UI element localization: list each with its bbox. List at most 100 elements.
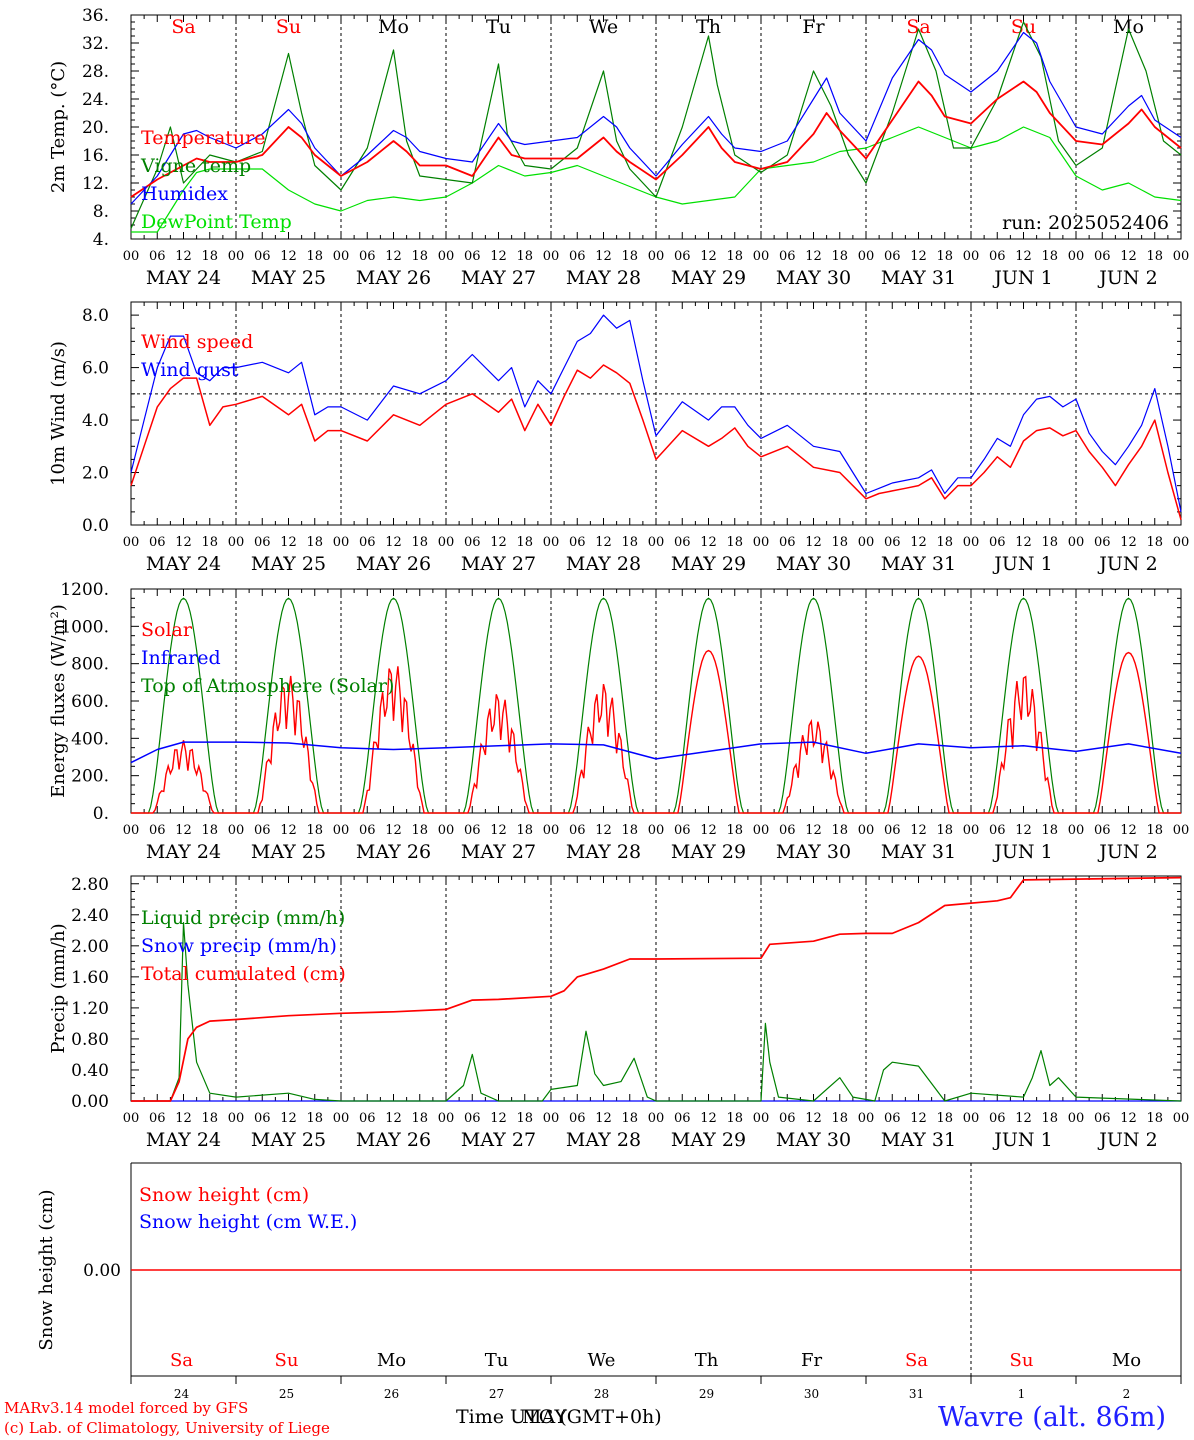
hour-tick-label: 12 [805,249,822,264]
y-tick-label: 8.0 [82,306,109,326]
hour-tick-label: 18 [1041,249,1058,264]
hour-tick-label: 18 [411,535,428,550]
hour-tick-label: 06 [1094,249,1111,264]
hour-tick-label: 00 [1068,249,1085,264]
legend-humidex: Humidex [141,183,228,205]
y-axis-title: Precip (mm/h) [48,923,69,1053]
hour-tick-label: 18 [936,823,953,838]
y-tick-label: 0.80 [71,1030,109,1050]
hour-tick-label: 06 [464,249,481,264]
weekday-label: Sa [905,1350,928,1371]
hour-tick-label: 00 [228,249,245,264]
hour-tick-label: 00 [228,535,245,550]
y-tick-label: 400. [71,729,109,749]
date-label: MAY 28 [566,1129,641,1151]
date-label: JUN 1 [992,553,1052,575]
date-label: JUN 1 [992,841,1052,863]
day-number-label: 24 [174,1387,190,1401]
hour-tick-label: 00 [438,535,455,550]
y-tick-label: 12. [82,174,109,194]
hour-tick-label: 06 [779,823,796,838]
hour-tick-label: 18 [1146,823,1163,838]
hour-tick-label: 00 [438,823,455,838]
hour-tick-label: 06 [674,249,691,264]
hour-tick-label: 06 [464,1111,481,1126]
hour-tick-label: 18 [1041,1111,1058,1126]
hour-tick-label: 06 [149,249,166,264]
hour-tick-label: 12 [1120,1111,1137,1126]
lab-credit: (c) Lab. of Climatology, University of L… [4,1419,330,1437]
hour-tick-label: 06 [359,823,376,838]
model-credit: MARv3.14 model forced by GFS [4,1399,249,1417]
day-number-label: 2 [1123,1387,1131,1401]
hour-tick-label: 00 [1068,1111,1085,1126]
hour-tick-label: 06 [254,1111,271,1126]
hour-tick-label: 12 [1015,249,1032,264]
hour-tick-label: 00 [753,535,770,550]
weekday-label: We [588,1350,616,1371]
x-axis-overlay: MAY [522,1406,567,1428]
hour-tick-label: 06 [359,1111,376,1126]
series-line-temperature [130,80,1182,198]
y-tick-label: 800. [71,655,109,675]
hour-tick-label: 18 [936,249,953,264]
hour-tick-label: 06 [674,1111,691,1126]
hour-tick-label: 18 [516,249,533,264]
date-label: MAY 26 [356,841,431,863]
weekday-label: Mo [377,1350,406,1371]
hour-tick-label: 00 [1173,249,1190,264]
hour-tick-label: 00 [963,249,980,264]
hour-tick-label: 12 [280,823,297,838]
hour-tick-label: 18 [726,249,743,264]
series-line-vigne-temp [130,21,1182,229]
hour-tick-label: 00 [123,535,140,550]
date-label: MAY 26 [356,267,431,289]
date-label: MAY 25 [251,1129,326,1151]
hour-tick-label: 00 [123,1111,140,1126]
hour-tick-label: 12 [805,823,822,838]
hour-tick-label: 06 [254,249,271,264]
y-tick-label: 4. [93,230,109,250]
y-tick-label: 4.0 [82,411,109,431]
date-label: JUN 2 [1097,1129,1157,1151]
hour-tick-label: 18 [936,535,953,550]
legend-infrared: Infrared [141,647,221,669]
date-label: MAY 28 [566,267,641,289]
hour-tick-label: 12 [595,823,612,838]
legend-wind-speed: Wind speed [141,331,253,353]
hour-tick-label: 12 [910,249,927,264]
y-tick-label: 600. [71,692,109,712]
hour-tick-label: 00 [753,249,770,264]
weekday-label: Sa [170,1350,193,1371]
hour-tick-label: 06 [989,823,1006,838]
hour-tick-label: 12 [175,535,192,550]
hour-tick-label: 12 [1015,535,1032,550]
hour-tick-label: 06 [674,823,691,838]
hour-tick-label: 12 [280,535,297,550]
date-label: MAY 27 [461,553,536,575]
y-tick-label: 2.0 [82,464,109,484]
hour-tick-label: 00 [333,1111,350,1126]
hour-tick-label: 12 [700,535,717,550]
hour-tick-label: 06 [989,535,1006,550]
legend-liquid-precip-mm-h-: Liquid precip (mm/h) [141,907,345,929]
hour-tick-label: 06 [149,1111,166,1126]
date-label: MAY 27 [461,267,536,289]
date-label: MAY 25 [251,267,326,289]
legend-snow-height-cm-: Snow height (cm) [139,1184,309,1206]
legend-total-cumulated-cm-: Total cumulated (cm) [141,963,346,985]
y-tick-label: 1000. [60,617,109,637]
hour-tick-label: 12 [490,823,507,838]
hour-tick-label: 00 [228,823,245,838]
hour-tick-label: 18 [201,1111,218,1126]
hour-tick-label: 12 [1120,535,1137,550]
hour-tick-label: 00 [543,823,560,838]
hour-tick-label: 12 [700,1111,717,1126]
date-label: MAY 27 [461,841,536,863]
date-label: MAY 25 [251,553,326,575]
date-label: JUN 2 [1097,841,1157,863]
hour-tick-label: 00 [1173,535,1190,550]
series-line-liquid-precip-mm-h- [131,921,1182,1102]
hour-tick-label: 18 [831,1111,848,1126]
run-annotation: run: 2025052406 [1002,212,1169,234]
